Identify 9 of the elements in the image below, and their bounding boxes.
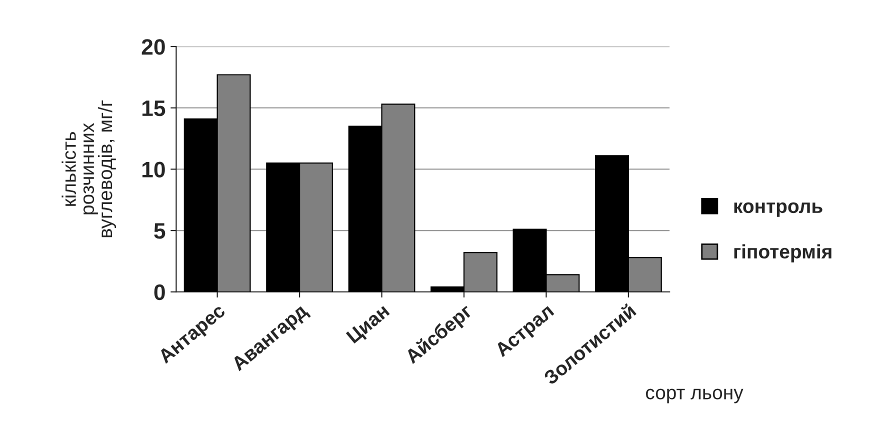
y-tick-label: 5: [154, 223, 166, 239]
x-axis-title: сорт льону: [646, 388, 744, 404]
legend-label: контроль: [734, 202, 822, 217]
y-tick-label: 0: [154, 284, 165, 300]
legend-label: гіпотермія: [734, 244, 832, 262]
y-tick-label: 10: [142, 162, 165, 178]
y-tick-label: 20: [142, 39, 165, 55]
y-axis-title: кількість розчинних вуглеводів, мг/г: [62, 100, 116, 238]
y-tick-label: 15: [142, 100, 166, 116]
